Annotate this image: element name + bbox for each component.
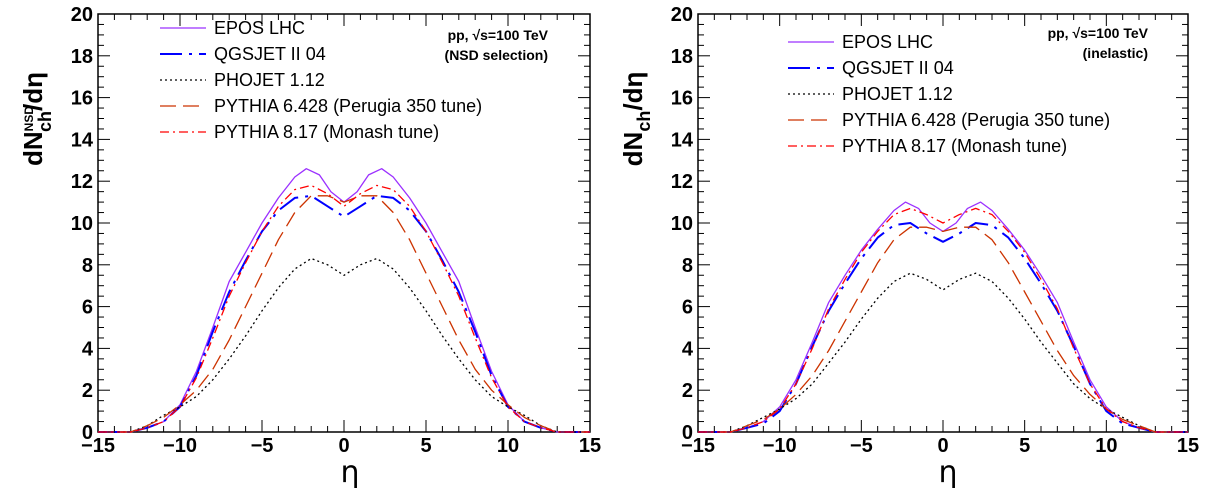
legend: EPOS LHC QGSJET II 04 PHOJET 1.12 PYTHIA 6.…	[160, 18, 482, 142]
x-tick-label: −10	[163, 435, 197, 457]
series-line-3	[98, 257, 590, 433]
y-tick-label: 4	[682, 338, 694, 360]
legend-entry-label: QGSJET II 04	[214, 44, 326, 64]
y-tick-label: 14	[671, 129, 694, 151]
x-tick-label: −5	[850, 435, 873, 457]
chart-panel-2: −15 −10 −5 0 5 10 15 0 2 4 6 8 10 12 14 16 18 20 η dNch/dη E…	[618, 4, 1199, 488]
x-tick-label: −15	[81, 435, 115, 457]
plot-annotation: pp, √s=100 TeV	[448, 27, 549, 43]
y-tick-label: 0	[682, 422, 693, 444]
chart-panel-1: −15 −10 −5 0 5 10 15 0 2 4 6 8 10 12 14 16 18 20 η dNNSDch/…	[18, 4, 601, 488]
x-tick-label: 10	[497, 435, 519, 457]
x-tick-label: −15	[681, 435, 715, 457]
series-line-5	[698, 207, 1188, 433]
x-tick-label: 5	[420, 435, 431, 457]
y-tick-label: 20	[71, 4, 93, 26]
y-tick-label: 10	[71, 213, 93, 235]
x-axis-title: η	[340, 455, 359, 488]
y-tick-label: 10	[671, 213, 693, 235]
x-tick-label: −5	[251, 435, 274, 457]
legend: EPOS LHC QGSJET II 04 PHOJET 1.12 PYTHIA 6.…	[788, 32, 1110, 156]
y-tick-label: 6	[682, 297, 693, 319]
series-line-1	[98, 168, 590, 433]
y-axis-title: dNNSDch/dη	[18, 72, 55, 166]
y-tick-label: 2	[82, 380, 93, 402]
y-tick-label: 0	[82, 422, 93, 444]
series-line-4	[698, 226, 1188, 433]
y-tick-label: 16	[671, 88, 693, 110]
series-line-3	[698, 272, 1188, 433]
y-tick-label: 8	[82, 255, 93, 277]
y-tick-label: 12	[671, 171, 693, 193]
x-tick-label: −10	[763, 435, 797, 457]
plot-annotation: pp, √s=100 TeV	[1048, 25, 1149, 41]
x-tick-label: 0	[338, 435, 349, 457]
legend-entry-label: QGSJET II 04	[842, 58, 954, 78]
series-line-2	[98, 194, 590, 433]
legend-entry-label: PYTHIA 8.17 (Monash tune)	[842, 136, 1067, 156]
y-tick-label: 18	[71, 46, 93, 68]
y-tick-label: 8	[682, 255, 693, 277]
y-tick-label: 6	[82, 297, 93, 319]
legend-entry-label: PHOJET 1.12	[214, 70, 325, 90]
series-line-4	[98, 195, 590, 433]
y-tick-label: 20	[671, 4, 693, 26]
x-tick-label: 15	[1177, 435, 1199, 457]
legend-entry-label: EPOS LHC	[214, 18, 305, 38]
plot-annotation: (inelastic)	[1083, 45, 1148, 61]
y-tick-label: 16	[71, 88, 93, 110]
y-tick-label: 4	[82, 338, 94, 360]
y-axis-title: dNch/dη	[618, 72, 654, 167]
x-tick-label: 10	[1095, 435, 1117, 457]
legend-entry-label: PYTHIA 6.428 (Perugia 350 tune)	[842, 110, 1110, 130]
plot-frame	[97, 13, 591, 433]
legend-entry-label: PYTHIA 8.17 (Monash tune)	[214, 122, 439, 142]
x-tick-label: 15	[579, 435, 601, 457]
x-tick-label: 0	[937, 435, 948, 457]
x-axis-title: η	[938, 455, 957, 488]
legend-entry-label: PHOJET 1.12	[842, 84, 953, 104]
x-tick-label: 5	[1019, 435, 1030, 457]
series-line-5	[98, 184, 590, 433]
series-line-1	[698, 201, 1188, 433]
series-line-2	[698, 222, 1188, 433]
legend-entry-label: PYTHIA 6.428 (Perugia 350 tune)	[214, 96, 482, 116]
y-tick-label: 2	[682, 380, 693, 402]
legend-entry-label: EPOS LHC	[842, 32, 933, 52]
y-tick-label: 18	[671, 46, 693, 68]
y-tick-label: 14	[71, 129, 94, 151]
plot-annotation: (NSD selection)	[445, 47, 548, 63]
y-tick-label: 12	[71, 171, 93, 193]
